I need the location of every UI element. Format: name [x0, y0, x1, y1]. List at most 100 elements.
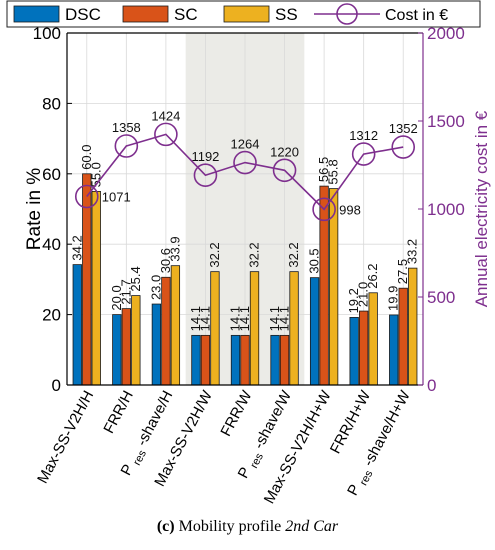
bar-sc: [200, 334, 211, 386]
bar-value-label: 20.0: [109, 285, 124, 310]
cost-point: [114, 134, 139, 158]
bar-value-label: 21.0: [356, 282, 371, 307]
bar-dsc: [112, 314, 122, 386]
bar-value-label: 55.8: [326, 159, 341, 184]
y2-axis-title: Annual electricity cost in €: [472, 110, 491, 307]
bar-value-label: 25.4: [128, 266, 143, 291]
legend-marker: [336, 3, 358, 25]
cost-value-label: 1358: [112, 120, 141, 135]
cost-value-label: 1264: [231, 137, 260, 152]
bar-sc: [279, 334, 290, 386]
bar-ss: [131, 295, 141, 386]
bar-value-label: 30.6: [158, 248, 173, 273]
bar-value-label: 30.5: [307, 248, 322, 273]
cost-point: [272, 158, 297, 183]
y2-tick-label: 1000: [427, 200, 465, 219]
cost-value-label: 1220: [270, 144, 299, 159]
cost-point: [193, 163, 218, 188]
bar-value-label: 19.9: [386, 286, 401, 311]
bar-value-label: 14.1: [277, 306, 292, 331]
x-tick-label: Max-SS-V2H/H: [34, 388, 97, 487]
bar-ss: [249, 271, 260, 386]
y-tick-label: 60: [42, 165, 61, 184]
caption-label: (c): [156, 518, 175, 535]
cost-point: [74, 184, 99, 209]
cost-point: [312, 197, 336, 222]
bar-sc: [82, 173, 92, 386]
bar-value-label: 32.2: [207, 242, 222, 267]
cost-value-label: 1352: [389, 121, 418, 136]
bar-dsc: [389, 314, 399, 386]
y-tick-label: 100: [33, 24, 61, 43]
caption-text: Mobility profile: [178, 518, 282, 535]
bar-sc: [319, 185, 329, 386]
bar-value-label: 27.5: [395, 259, 410, 284]
bar-dsc: [191, 334, 201, 386]
y-tick-label: 20: [42, 306, 61, 325]
cost-value-label: 1424: [151, 108, 180, 123]
legend-swatch-sc: [122, 5, 169, 23]
bar-dsc: [230, 334, 241, 386]
bar-dsc: [349, 317, 359, 386]
y-tick-label: 80: [42, 94, 61, 113]
bar-sc: [359, 310, 369, 386]
bar-dsc: [72, 264, 82, 386]
legend-label-sc: SC: [174, 5, 198, 24]
cost-value-label: 1192: [191, 149, 219, 164]
y2-tick-label: 1500: [427, 112, 465, 131]
bar-ss: [368, 292, 378, 386]
bar-ss: [91, 190, 101, 386]
bar-ss: [408, 267, 418, 386]
bar-dsc: [309, 277, 320, 386]
bar-value-label: 26.2: [365, 263, 380, 288]
cost-value-label: 998: [339, 202, 361, 217]
y-tick-label: 40: [42, 235, 61, 254]
legend-swatch-ss: [223, 5, 270, 23]
legend-label-ss: SS: [275, 5, 298, 24]
bar-sc: [398, 287, 408, 386]
bar-ss: [210, 271, 220, 386]
bar-dsc: [151, 303, 162, 386]
bar-value-label: 14.1: [237, 306, 252, 331]
caption-italic: 2nd Car: [285, 518, 339, 535]
cost-point: [233, 150, 257, 175]
bar-value-label: 33.2: [405, 239, 420, 264]
bar-value-label: 23.0: [148, 275, 163, 300]
legend-label-dsc: DSC: [65, 5, 101, 24]
bar-value-label: 14.1: [188, 306, 203, 331]
bar-value-label: 14.1: [267, 306, 282, 331]
x-tick-label: FRR/H: [100, 388, 137, 436]
bar-value-label: 14.1: [197, 306, 212, 331]
y2-tick-label: 2000: [427, 24, 465, 43]
cost-point: [351, 142, 376, 166]
bar-value-label: 32.2: [286, 242, 301, 267]
bar-ss: [170, 265, 181, 386]
figure-caption: (c) Mobility profile 2nd Car: [0, 518, 495, 536]
bar-value-label: 60.0: [79, 144, 94, 169]
chart-svg: 34.220.0 23.014.1 14.1 14.130.519.2 19.960.0…: [6, 0, 491, 507]
bar-ss: [289, 271, 299, 386]
cost-point: [391, 135, 416, 159]
cost-line: [86, 133, 404, 211]
bar-value-label: 32.2: [247, 242, 262, 267]
bar-sc: [161, 276, 171, 386]
y2-tick-label: 500: [427, 288, 455, 307]
bar-sc: [240, 334, 250, 386]
bar-value-label: 14.1: [228, 306, 243, 331]
bar-value-label: 55.0: [88, 162, 103, 187]
cost-value-label: 1071: [102, 190, 131, 205]
bar-value-label: 21.7: [118, 279, 133, 304]
x-tick-label: FRR/W: [217, 387, 255, 439]
y2-tick-label: 0: [427, 376, 436, 395]
legend-label-cost: Cost in €: [385, 7, 448, 24]
bar-value-label: 34.2: [69, 235, 84, 260]
bar-value-label: 19.2: [346, 288, 361, 313]
y-tick-label: 0: [52, 376, 61, 395]
bar-value-label: 56.5: [316, 157, 331, 182]
y-axis-title: Rate in %: [24, 168, 45, 250]
cost-point: [154, 122, 178, 147]
bar-value-label: 33.9: [167, 236, 182, 261]
bar-sc: [121, 308, 131, 386]
legend-swatch-dsc: [13, 5, 60, 23]
